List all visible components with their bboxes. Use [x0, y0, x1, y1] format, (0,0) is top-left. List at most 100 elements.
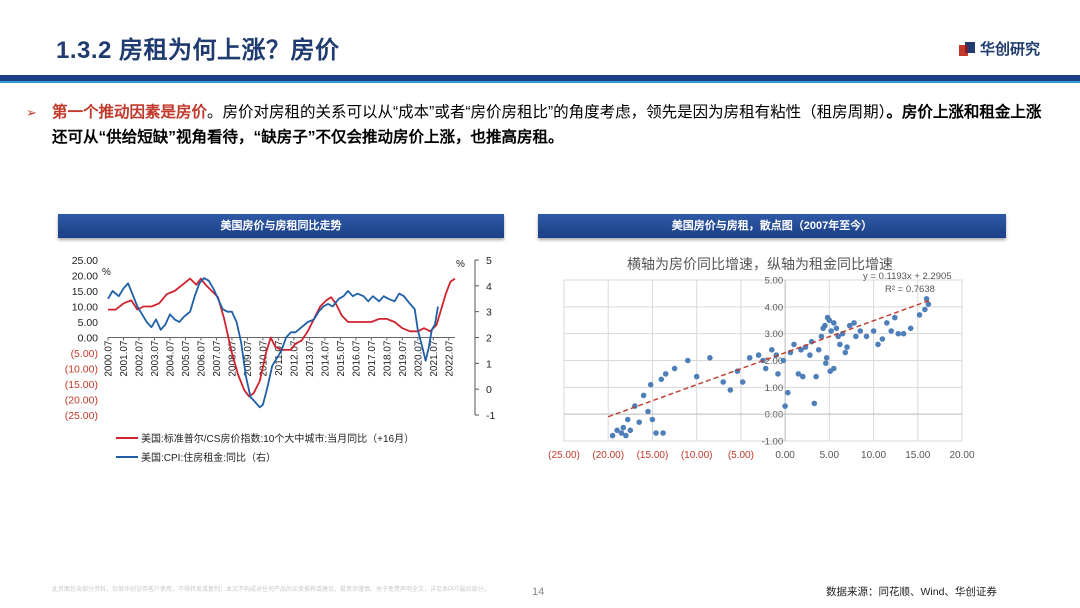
x-axis-tick: 2001.07 [119, 340, 130, 377]
scatter-point [813, 373, 819, 380]
bullet-emphasis: 。房价上涨和租金上涨还可从“供给短缺”视角看待，“缺房子”不仅会推动房价上涨，也… [52, 104, 1042, 146]
right-axis-tick: 5 [486, 255, 492, 267]
bullet-lead: 第一个推动因素是房价 [52, 104, 208, 121]
x-axis-tick: 2003.07 [150, 340, 161, 377]
legend-label-1: 美国:CPI:住房租金:同比（右） [141, 451, 276, 464]
left-axis-tick: (25.00) [65, 410, 98, 422]
panel-header-scatter: 美国房价与房租，散点图（2007年至今） [538, 214, 1006, 238]
scatter-point [851, 320, 857, 326]
right-axis-tick: 4 [486, 281, 492, 293]
scatter-point [837, 341, 843, 348]
x-axis-tick: 2011.07 [274, 340, 285, 376]
scatter-point [922, 306, 928, 313]
x-axis-tick: (25.00) [548, 450, 580, 461]
scatter-point [624, 416, 631, 423]
x-axis-tick: (15.00) [637, 450, 669, 461]
scatter-chart: 横轴为房价同比增速，纵轴为租金同比增速 5.00 4.00 3.00 2.00 1.00 0… [548, 256, 975, 461]
scatter-point [800, 373, 806, 380]
scatter-point [780, 357, 787, 364]
scatter-point [614, 427, 620, 434]
left-axis-unit: % [102, 267, 111, 278]
page-title: 1.3.2 房租为何上涨？房价 [56, 37, 340, 64]
x-axis-tick: (10.00) [681, 450, 713, 461]
scatter-point [609, 432, 616, 439]
y-axis-tick: 1.00 [765, 383, 784, 394]
x-axis-tick: 20.00 [949, 450, 974, 461]
scatter-point [879, 336, 886, 342]
scatter-point [627, 427, 634, 434]
y-axis-tick: 3.00 [765, 329, 784, 340]
y-axis-tick: 5.00 [765, 276, 784, 287]
right-axis-tick: -1 [486, 410, 495, 422]
scatter-point [782, 403, 788, 409]
scatter-point [823, 355, 830, 361]
scatter-point [807, 352, 813, 358]
scatter-point [727, 387, 734, 393]
left-axis-tick: (5.00) [71, 348, 98, 360]
x-axis-tick: 2005.07 [181, 340, 192, 377]
y-axis-tick: 4.00 [765, 302, 784, 313]
scatter-point [739, 379, 746, 385]
header-divider [0, 75, 1080, 81]
trendline [607, 299, 932, 418]
scatter-point [798, 347, 804, 353]
scatter-point [653, 430, 659, 436]
scatter-point [640, 392, 647, 399]
scatter-point [823, 360, 829, 366]
left-axis-tick: 10.00 [72, 302, 98, 314]
scatter-point [811, 400, 818, 407]
x-axis-tick: 2000.07 [104, 340, 115, 377]
trendline-equation: y = 0.1193x + 2.2905 [863, 271, 952, 282]
scatter-point [892, 314, 898, 321]
x-axis-tick: 2016.07 [351, 340, 362, 377]
right-axis-tick: 2 [486, 333, 492, 345]
scatter-point [755, 352, 762, 358]
logo-icon [959, 41, 975, 56]
left-axis-tick: 5.00 [78, 317, 99, 329]
bullet-paragraph: ➢ 第一个推动因素是房价。房价对房租的关系可以从“成本”或者“房价房租比”的角度… [26, 100, 1046, 150]
panel-header-trend: 美国房价与房租同比走势 [58, 214, 504, 238]
x-axis-tick: (5.00) [728, 450, 754, 461]
scatter-point [649, 416, 656, 423]
line-chart: 25.00 20.00 15.00 10.00 5.00 0.00 (5.00) (10.00… [65, 255, 496, 464]
x-axis-tick: 2012.07 [289, 340, 300, 377]
scatter-point [660, 430, 666, 436]
scatter-point [916, 312, 923, 318]
x-axis-tick: 2006.07 [196, 340, 207, 377]
scatter-point [844, 344, 850, 350]
scatter-point [623, 432, 629, 439]
scatter-point [671, 365, 678, 372]
scatter-point [775, 371, 781, 377]
right-axis-tick: 0 [486, 384, 492, 396]
y-axis-tick: -1.00 [761, 437, 783, 448]
scatter-point [863, 333, 870, 340]
bullet-body: 。房价对房租的关系可以从“成本”或者“房价房租比”的角度考虑，领先是因为房租有粘… [207, 104, 887, 121]
bullet-arrow-icon: ➢ [26, 105, 37, 120]
y-axis-tick: 2.00 [765, 356, 784, 367]
left-axis-tick: 0.00 [78, 333, 99, 345]
x-axis-tick: 2021.07 [429, 340, 440, 377]
brand-logo: 华创研究 [958, 38, 1040, 59]
left-axis-tick: 20.00 [72, 271, 98, 283]
scatter-point [662, 371, 669, 377]
scatter-title: 横轴为房价同比增速，纵轴为租金同比增速 [627, 256, 893, 272]
scatter-point [620, 424, 627, 431]
series-line-1 [107, 277, 439, 409]
scatter-point [818, 333, 825, 340]
disclaimer: 此页面包含部分资料，仅供华创证券客户使用，不得转发或复制；本文不构成对任何产品的… [52, 587, 490, 593]
header-accent-line [0, 81, 1080, 83]
scatter-point [833, 325, 840, 332]
x-axis-tick: 2009.07 [243, 340, 254, 377]
right-axis-tick: 1 [486, 358, 492, 370]
scatter-point [685, 357, 691, 364]
scatter-point [762, 365, 769, 372]
left-axis-tick: (15.00) [65, 379, 98, 391]
scatter-point [815, 347, 822, 353]
series-line-0 [108, 277, 456, 398]
scatter-point [835, 333, 841, 340]
right-axis-tick: 3 [486, 307, 492, 319]
scatter-point [895, 330, 902, 337]
x-axis-tick: 2007.07 [212, 340, 223, 377]
x-axis-tick: 10.00 [861, 450, 886, 461]
y-axis-tick: 0.00 [765, 410, 784, 421]
